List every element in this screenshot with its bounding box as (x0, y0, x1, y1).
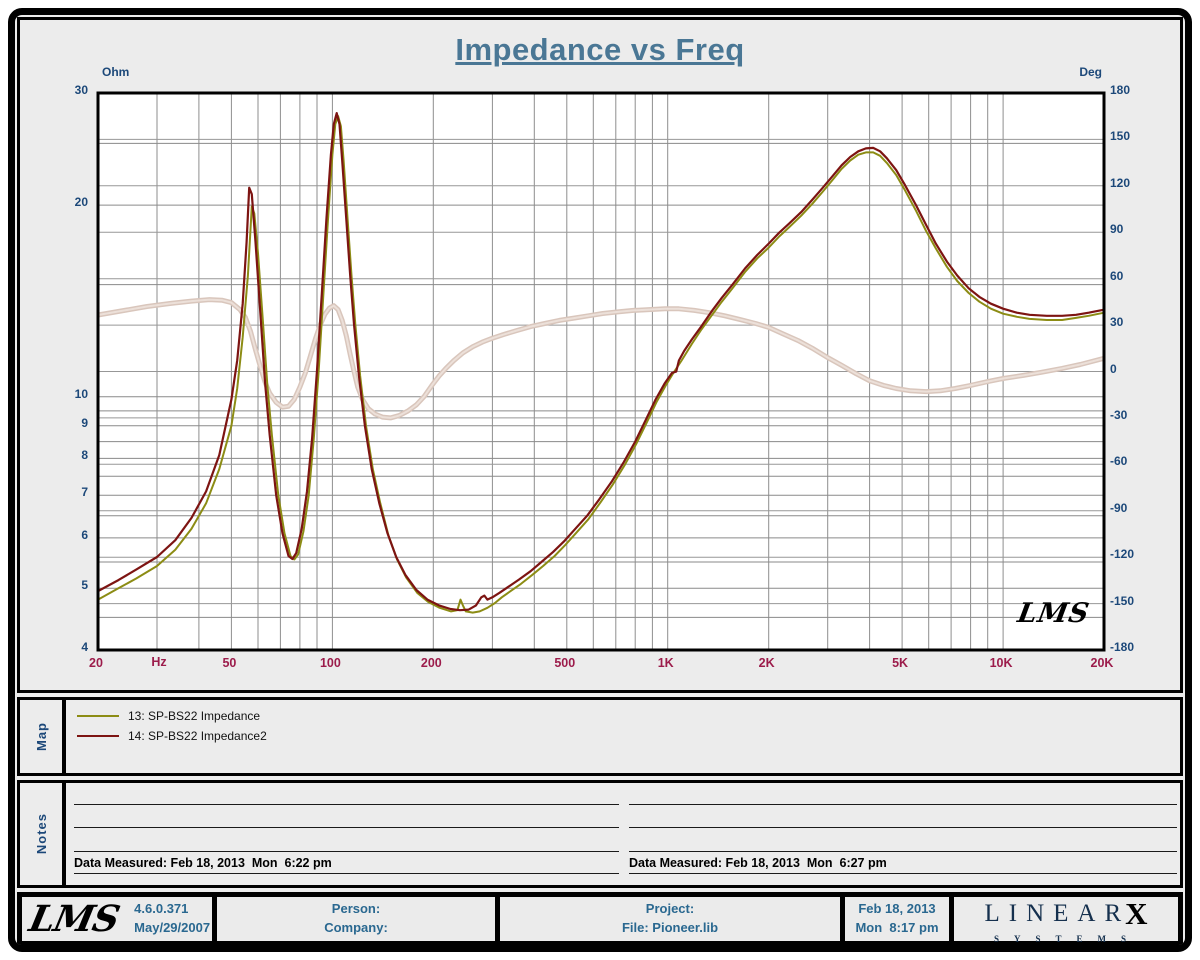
tick-label: 7 (81, 485, 88, 500)
notes-column-right[interactable]: Data Measured: Feb 18, 2013 Mon 6:27 pm (629, 783, 1177, 885)
linearx-linear-text: LINEAR (984, 900, 1131, 928)
tick-label: 5K (892, 656, 909, 670)
notes-label-cell: Notes (20, 783, 66, 885)
tick-label: 100 (319, 656, 341, 670)
footer-date: Feb 18, 2013 (858, 901, 936, 917)
company-label: Company: (324, 920, 388, 935)
footer-time: Mon 8:17 pm (855, 920, 939, 935)
footer-project-cell: Project: File: Pioneer.lib (500, 897, 840, 941)
footer-person-cell: Person: Company: (217, 897, 495, 941)
footer-bar: LMS 4.6.0.371 May/29/2007 Person: Compan… (17, 892, 1183, 945)
tick-label: 60 (1110, 268, 1124, 283)
tick-label: 8 (81, 448, 88, 463)
version-date: May/29/2007 (134, 920, 211, 935)
tick-label: -120 (1110, 547, 1135, 562)
footer-date-cell: Feb 18, 2013 Mon 8:17 pm (845, 897, 949, 941)
map-label-cell: Map (20, 700, 66, 773)
note-rule (629, 827, 1177, 828)
tick-label: -90 (1110, 500, 1128, 515)
note-rule (629, 873, 1177, 874)
tick-label: 90 (1110, 222, 1124, 237)
map-section: Map 13: SP-BS22 Impedance 14: SP-BS22 Imp… (17, 697, 1183, 776)
tick-label: 10K (989, 656, 1013, 670)
tick-label: 5 (81, 578, 88, 593)
tick-label: 2K (758, 656, 775, 670)
legend-swatch (77, 715, 119, 717)
legend-item[interactable]: 14: SP-BS22 Impedance2 (77, 729, 267, 743)
linearx-systems-text: SYSTEMS (993, 933, 1142, 944)
notes-section: Notes Data Measured: Feb 18, 2013 Mon 6:… (17, 780, 1183, 888)
plot-border (96, 91, 1106, 652)
note-rule (629, 804, 1177, 805)
tick-label: -180 (1110, 640, 1135, 654)
tick-label: 20 (89, 656, 103, 670)
tick-label: 500 (554, 656, 576, 670)
x-axis-unit: Hz (151, 655, 167, 669)
tick-label: -30 (1110, 407, 1128, 422)
person-label: Person: (331, 901, 381, 917)
tick-label: 200 (420, 656, 442, 670)
app-frame: Impedance vs Freq Ohm Deg 30 20 10 9 8 7 6 5 4 18… (8, 8, 1192, 952)
tick-label: 10 (74, 386, 88, 401)
tick-label: -150 (1110, 593, 1135, 608)
tick-label: 30 (1110, 315, 1124, 330)
impedance-plot (96, 91, 1106, 652)
note-rule (74, 827, 619, 828)
right-axis-unit: Deg (1079, 65, 1102, 79)
tick-label: 9 (81, 415, 88, 430)
tick-label: 0 (1110, 361, 1117, 376)
note-rule (74, 873, 619, 874)
curve-impedance-13 (97, 115, 1105, 614)
note-rule (629, 851, 1177, 852)
curve-impedance-14 (97, 112, 1105, 612)
tick-label: 20K (1090, 656, 1114, 670)
project-label: Project: (645, 901, 695, 917)
footer-version-cell: LMS 4.6.0.371 May/29/2007 (22, 897, 212, 941)
tick-label: 20 (74, 195, 88, 210)
note-rule (74, 851, 619, 852)
notes-column-left[interactable]: Data Measured: Feb 18, 2013 Mon 6:22 pm (74, 783, 619, 885)
version-info: 4.6.0.371 May/29/2007 (134, 900, 210, 938)
data-measured-right: Data Measured: Feb 18, 2013 Mon 6:27 pm (629, 856, 887, 870)
note-rule (74, 804, 619, 805)
map-label: Map (33, 722, 49, 751)
notes-label: Notes (33, 813, 49, 855)
legend-item[interactable]: 13: SP-BS22 Impedance (77, 709, 260, 723)
tick-label: 150 (1110, 129, 1131, 144)
tick-label: 120 (1110, 175, 1131, 190)
file-label: File: Pioneer.lib (621, 920, 719, 935)
tick-label: 30 (74, 83, 88, 97)
lms-logo: LMS (25, 897, 123, 940)
linearx-x-mark: X (1125, 896, 1148, 932)
legend-label: 14: SP-BS22 Impedance2 (128, 729, 267, 743)
chart-panel: Impedance vs Freq Ohm Deg 30 20 10 9 8 7 6 5 4 18… (17, 17, 1183, 693)
tick-label: 6 (81, 527, 88, 542)
legend-label: 13: SP-BS22 Impedance (128, 709, 261, 723)
linearx-logo-cell: LINEAR X SYSTEMS (954, 896, 1178, 944)
linearx-logo: LINEAR X (984, 892, 1147, 937)
lms-watermark: LMS (1015, 598, 1093, 629)
version-number: 4.6.0.371 (134, 901, 189, 917)
legend-swatch (77, 735, 119, 737)
tick-label: 4 (81, 640, 88, 654)
curve-phase-core (97, 298, 1105, 419)
tick-label: 1K (657, 656, 674, 670)
tick-label: -60 (1110, 454, 1128, 469)
tick-label: 50 (222, 656, 237, 670)
left-axis-unit: Ohm (102, 65, 130, 79)
page-title: Impedance vs Freq (455, 32, 745, 67)
data-measured-left: Data Measured: Feb 18, 2013 Mon 6:22 pm (74, 856, 332, 870)
tick-label: 180 (1110, 83, 1131, 97)
